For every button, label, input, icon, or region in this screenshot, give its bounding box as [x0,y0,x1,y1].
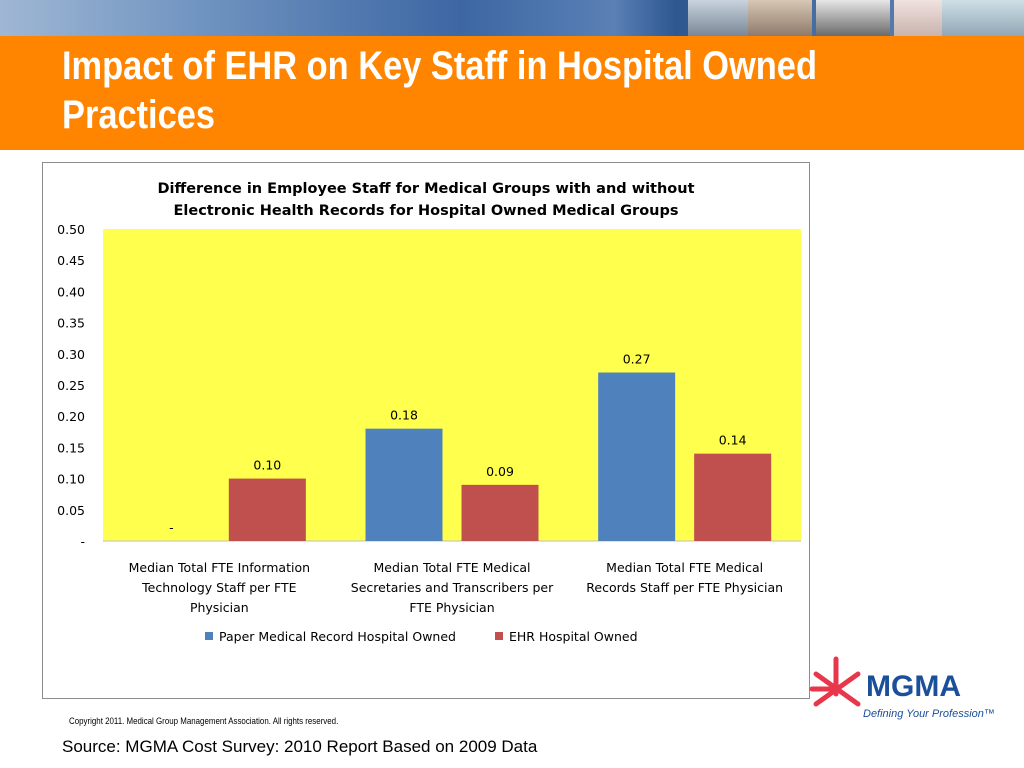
bar-paper [598,372,676,541]
staff-photo-3 [894,0,942,36]
y-tick-label: 0.15 [57,440,85,455]
category-label: Physician [190,600,249,615]
y-tick-label: - [80,534,85,549]
y-tick-label: 0.10 [57,472,85,487]
bar-chart: Difference in Employee Staff for Medical… [57,181,801,644]
data-label: 0.18 [390,408,418,423]
bar-ehr [228,478,306,541]
y-tick-label: 0.05 [57,503,85,518]
plot-area [103,229,801,541]
category-label: Records Staff per FTE Physician [586,580,783,595]
legend-label: EHR Hospital Owned [509,629,638,644]
y-tick-label: 0.35 [57,316,85,331]
y-tick-label: 0.20 [57,409,85,424]
chart-frame: Difference in Employee Staff for Medical… [42,162,810,699]
category-label: Secretaries and Transcribers per [351,580,554,595]
bar-ehr [694,453,772,541]
mgma-star-icon [809,656,861,707]
category-label: FTE Physician [409,600,494,615]
slide-title: Impact of EHR on Key Staff in Hospital O… [62,44,817,137]
y-tick-label: 0.45 [57,253,85,268]
data-label: - [169,520,174,535]
staff-photo-1 [688,0,748,36]
source-note: Source: MGMA Cost Survey: 2010 Report Ba… [62,737,538,756]
legend-label: Paper Medical Record Hospital Owned [219,629,456,644]
y-tick-label: 0.30 [57,347,85,362]
data-label: 0.14 [719,433,747,448]
header-photo-strip [0,0,1024,36]
category-label: Median Total FTE Medical [606,560,763,575]
stethoscope-photo [816,0,890,36]
y-tick-label: 0.50 [57,222,85,237]
title-banner [0,36,1024,150]
mgma-wordmark: MGMA [866,670,961,703]
data-label: 0.10 [253,458,281,473]
staff-photo-2 [748,0,812,36]
bar-ehr [461,484,539,541]
y-tick-label: 0.25 [57,378,85,393]
data-label: 0.09 [486,464,514,479]
bar-paper [365,428,443,541]
category-label: Technology Staff per FTE [141,580,296,595]
mgma-tagline: Defining Your Profession™ [863,708,995,720]
data-label: 0.27 [623,352,651,367]
legend-swatch [495,632,503,640]
mgma-logo: MGMA Defining Your Profession™ [808,650,995,730]
legend-swatch [205,632,213,640]
category-label: Median Total FTE Medical [374,560,531,575]
staff-photo-4 [942,0,1024,36]
chart-title-line: Difference in Employee Staff for Medical… [157,181,694,197]
chart-title-line: Electronic Health Records for Hospital O… [173,203,678,219]
y-tick-label: 0.40 [57,284,85,299]
category-label: Median Total FTE Information [129,560,310,575]
copyright-notice: Copyright 2011. Medical Group Management… [69,716,339,726]
